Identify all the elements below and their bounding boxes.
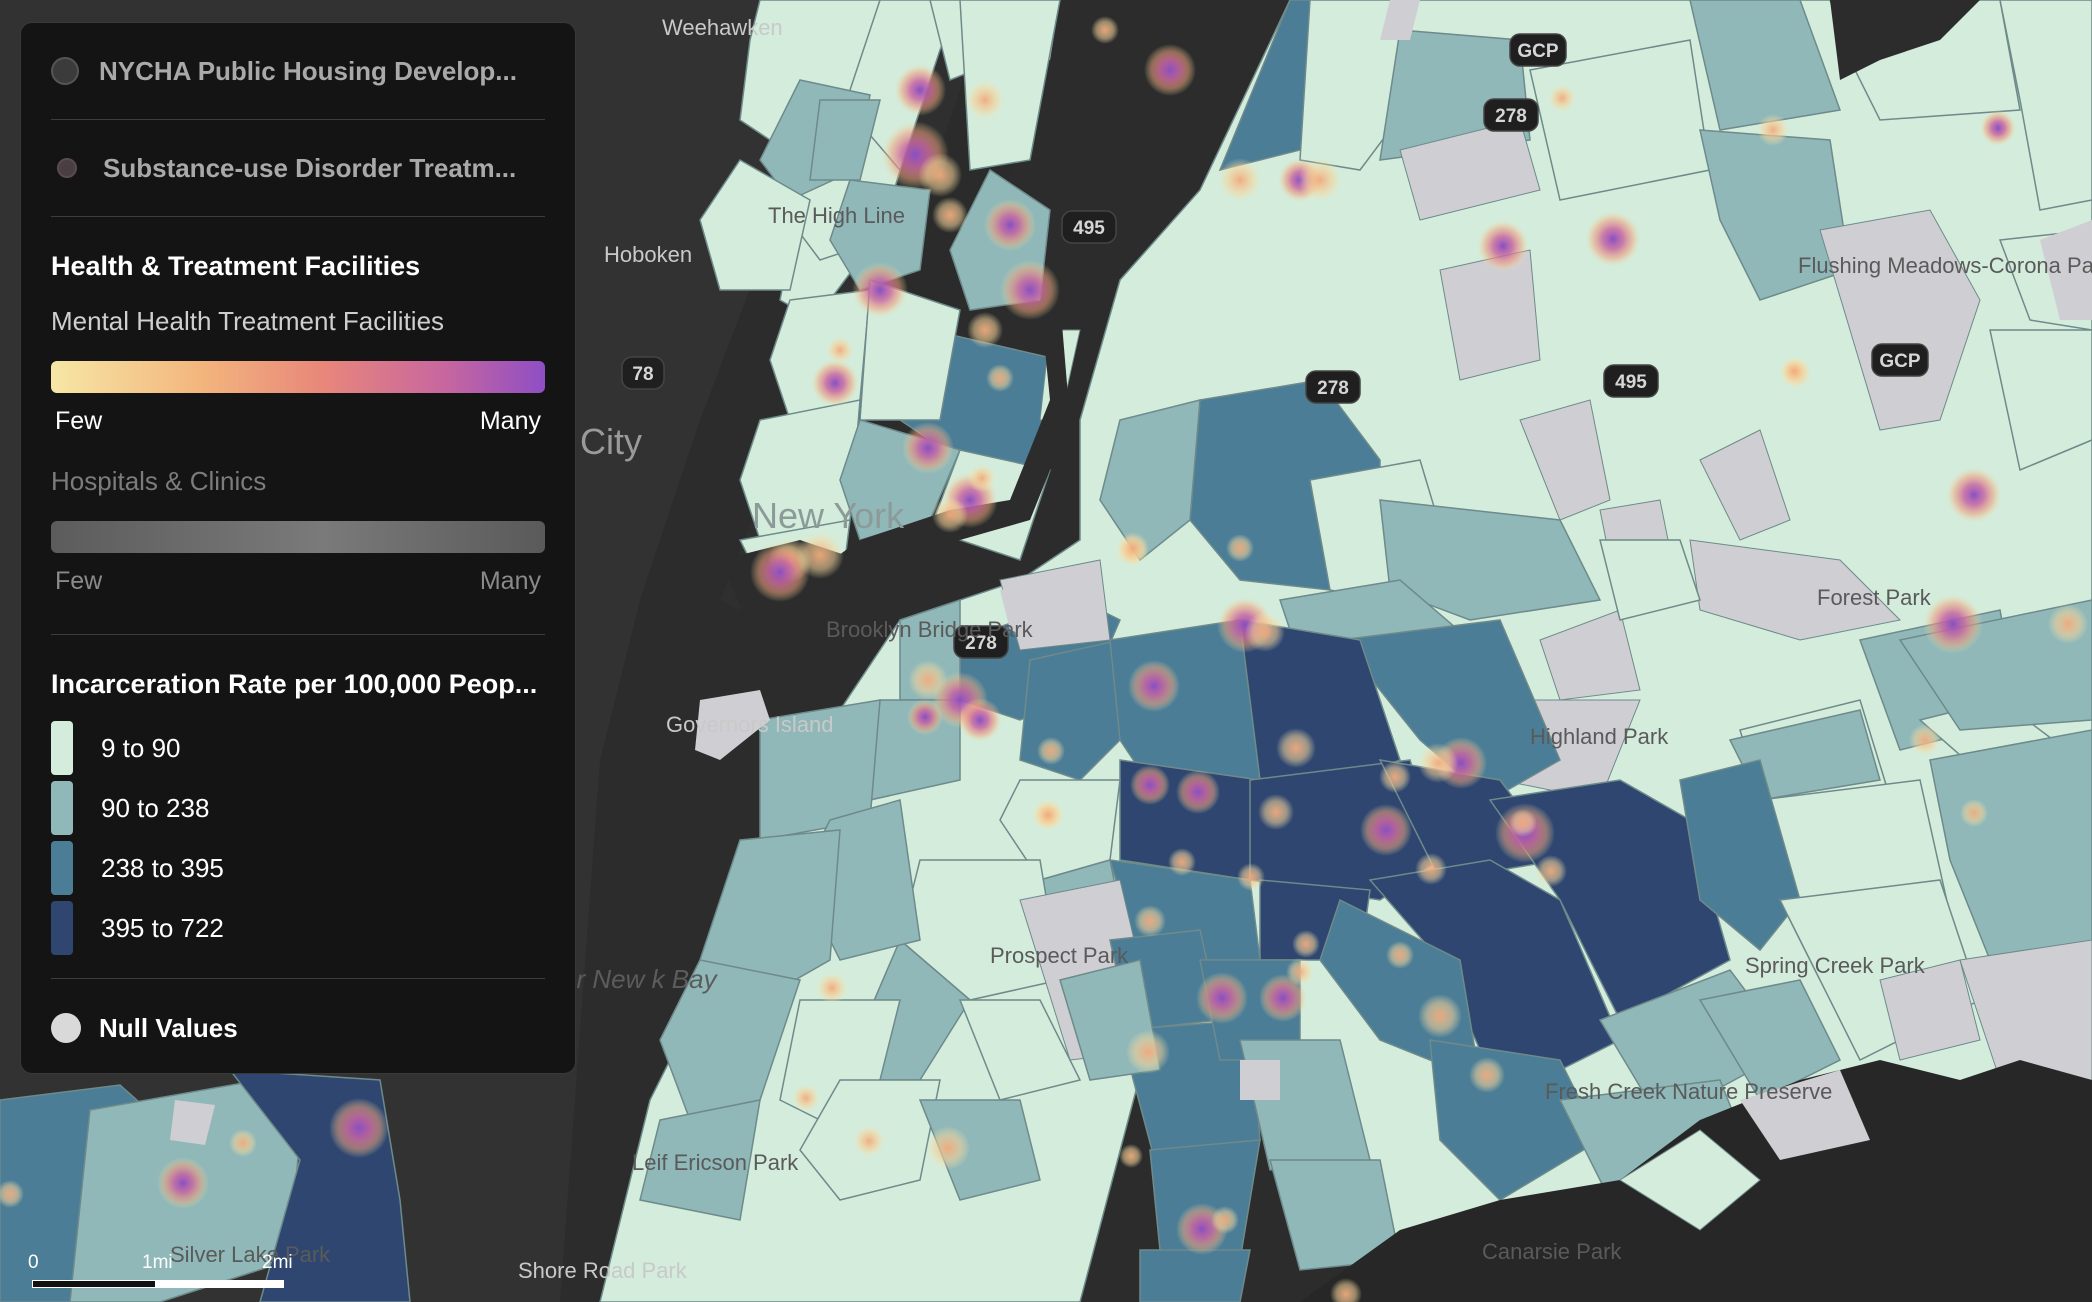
- facility-heatmap: [0, 16, 2088, 1302]
- scale-label-end: 2mi: [262, 1252, 293, 1273]
- hospitals-ramp-ends: Few Many: [51, 567, 545, 596]
- mental-health-ramp-ends: Few Many: [51, 407, 545, 436]
- class-row-3: 238 to 395: [51, 838, 545, 898]
- class-swatch-1: [51, 721, 73, 775]
- shield-gcp-2: GCP: [1871, 343, 1929, 377]
- svg-text:495: 495: [1073, 218, 1105, 239]
- label-weehawken: Weehawken: [662, 15, 783, 40]
- class-row-2: 90 to 238: [51, 778, 545, 838]
- label-prospect-park: Prospect Park: [990, 943, 1129, 968]
- svg-text:278: 278: [965, 633, 997, 654]
- label-fresh-creek: Fresh Creek Nature Preserve: [1545, 1079, 1832, 1104]
- label-silver-lake-park: Silver Lake Park: [170, 1242, 331, 1267]
- class-swatch-3: [51, 841, 73, 895]
- mental-health-high-label: Many: [479, 407, 541, 435]
- label-new-york: New York: [752, 495, 905, 536]
- nycha-checkbox[interactable]: [51, 57, 79, 85]
- hospitals-low-label: Few: [55, 567, 103, 595]
- svg-text:278: 278: [1317, 378, 1349, 399]
- legend-panel: NYCHA Public Housing Develop... Substanc…: [20, 22, 576, 1074]
- place-labels: Weehawken The High Line Hoboken City New…: [170, 15, 2092, 1283]
- null-values-checkbox[interactable]: [51, 1013, 81, 1043]
- svg-text:GCP: GCP: [1517, 41, 1559, 62]
- scale-segment-1: [32, 1280, 156, 1288]
- label-hoboken: Hoboken: [604, 242, 692, 267]
- layer-toggle-substance-use[interactable]: Substance-use Disorder Treatm...: [51, 120, 545, 217]
- null-values-toggle[interactable]: Null Values: [51, 979, 545, 1077]
- governors-island: [695, 690, 770, 760]
- label-shore-road-park: Shore Road Park: [518, 1258, 688, 1283]
- shield-78: 78: [621, 356, 665, 390]
- label-canarsie-park: Canarsie Park: [1482, 1239, 1622, 1264]
- class-row-4: 395 to 722: [51, 898, 545, 958]
- class-row-1: 9 to 90: [51, 718, 545, 778]
- health-facilities-section: Health & Treatment Facilities Mental Hea…: [51, 217, 545, 635]
- shield-278-2: 278: [1305, 370, 1361, 404]
- scale-label-mid: 1mi: [142, 1252, 173, 1273]
- label-high-line: The High Line: [768, 203, 905, 228]
- shield-495-2: 495: [1603, 364, 1659, 398]
- mental-health-low-label: Few: [55, 407, 103, 435]
- label-city: City: [580, 421, 642, 462]
- class-label-3: 238 to 395: [101, 852, 224, 883]
- east-river: [720, 0, 1290, 720]
- label-flushing-meadows: Flushing Meadows-Corona Park: [1798, 253, 2092, 278]
- class-swatch-4: [51, 901, 73, 955]
- hospitals-color-ramp: [51, 521, 545, 553]
- svg-text:278: 278: [1495, 106, 1527, 127]
- null-values-label: Null Values: [99, 1012, 238, 1043]
- label-forest-park: Forest Park: [1817, 585, 1932, 610]
- incarceration-section: Incarceration Rate per 100,000 Peop... 9…: [51, 635, 545, 979]
- scale-label-start: 0: [28, 1252, 39, 1273]
- hospitals-label: Hospitals & Clinics: [51, 466, 267, 496]
- brooklyn-queens-neighborhoods[interactable]: [599, 0, 2092, 1302]
- class-label-4: 395 to 722: [101, 912, 224, 943]
- label-governors-island: Governors Island: [666, 712, 834, 737]
- nycha-layer-label: NYCHA Public Housing Develop...: [99, 55, 517, 86]
- shield-495-1: 495: [1061, 210, 1117, 244]
- label-highland-park: Highland Park: [1530, 724, 1669, 749]
- scale-bar: 0 1mi 2mi: [28, 1252, 293, 1292]
- layer-toggle-nycha[interactable]: NYCHA Public Housing Develop...: [51, 23, 545, 120]
- svg-text:495: 495: [1615, 372, 1647, 393]
- substance-use-dot-icon[interactable]: [57, 158, 77, 178]
- label-leif-ericson-park: Leif Ericson Park: [632, 1150, 799, 1175]
- shield-278-1: 278: [1483, 98, 1539, 132]
- class-label-1: 9 to 90: [101, 732, 181, 763]
- substance-use-layer-label: Substance-use Disorder Treatm...: [103, 152, 517, 183]
- shield-gcp-1: GCP: [1509, 33, 1567, 67]
- class-label-2: 90 to 238: [101, 792, 210, 823]
- svg-text:78: 78: [632, 364, 653, 385]
- class-swatch-2: [51, 781, 73, 835]
- shield-278-3: 278: [953, 625, 1009, 659]
- label-upper-bay: er New k Bay: [562, 964, 719, 994]
- scale-segment-2: [156, 1280, 284, 1288]
- label-spring-creek-park: Spring Creek Park: [1745, 953, 1926, 978]
- incarceration-title: Incarceration Rate per 100,000 Peop...: [51, 669, 538, 699]
- hospitals-high-label: Many: [479, 567, 541, 595]
- mental-health-color-ramp: [51, 361, 545, 393]
- mental-health-label: Mental Health Treatment Facilities: [51, 306, 445, 336]
- label-brooklyn-bridge-park: Brooklyn Bridge Park: [826, 617, 1034, 642]
- svg-text:GCP: GCP: [1879, 351, 1921, 372]
- health-section-title: Health & Treatment Facilities: [51, 251, 421, 281]
